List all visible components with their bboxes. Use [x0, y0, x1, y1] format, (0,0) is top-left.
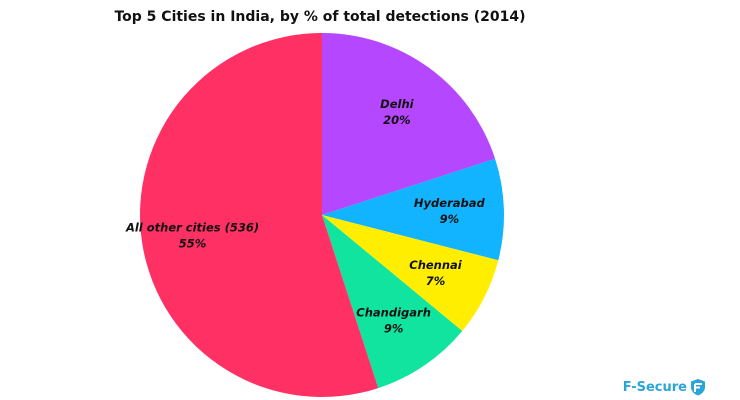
pie-slice-chennai	[322, 215, 499, 332]
slice-value-all-other-cities-536: 55%	[179, 236, 207, 250]
slice-value-chandigarh: 9%	[384, 321, 404, 335]
slice-label-chennai: Chennai	[409, 258, 463, 272]
slice-label-delhi: Delhi	[380, 97, 414, 111]
slice-value-hyderabad: 9%	[440, 212, 460, 226]
slice-value-chennai: 7%	[426, 274, 446, 288]
f-secure-logo: F-Secure	[623, 378, 706, 396]
brand-name: F-Secure	[622, 379, 687, 395]
slice-label-chandigarh: Chandigarh	[356, 305, 431, 319]
pie-slice-chandigarh	[322, 215, 463, 389]
chart-title: Top 5 Cities in India, by % of total det…	[114, 9, 526, 25]
pie-slice-all-other-cities-536	[140, 33, 379, 397]
slice-value-delhi: 20%	[383, 113, 411, 127]
slice-label-all-other-cities-536: All other cities (536)	[125, 220, 259, 234]
pie-slice-delhi	[322, 33, 496, 215]
f-secure-logo-icon	[691, 379, 705, 396]
slice-label-hyderabad: Hyderabad	[414, 196, 486, 210]
pie-slice-hyderabad	[322, 158, 504, 261]
